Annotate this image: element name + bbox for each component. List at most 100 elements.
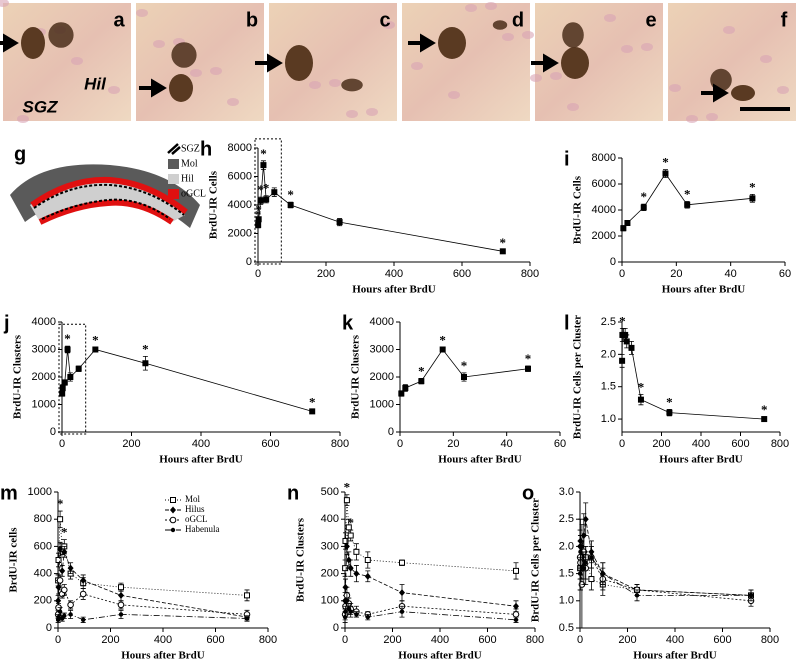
point [439,346,446,353]
y-tick-label: 2.0 [601,348,616,360]
y-axis-label: BrdU-IR Clusters [350,334,362,419]
tissue-nucleus [108,86,120,94]
sgz-line [33,183,185,216]
point [68,612,73,617]
point [399,559,405,566]
significance: * [666,394,673,409]
panel-label: l [564,312,570,334]
arrow [408,33,436,53]
panel-label: f [781,9,788,31]
legend-swatch [168,189,179,199]
panel-label: g [14,143,26,165]
cell [48,22,74,48]
x-tick-label: 0 [577,634,583,646]
tissue-nucleus [641,43,653,51]
point [398,390,405,397]
tissue-nucleus [71,57,83,65]
x-tick-label: 800 [331,438,349,450]
x-tick-label: 600 [713,634,731,646]
point [59,567,66,575]
series-line [344,600,517,621]
point [579,544,585,549]
significance: * [461,358,468,373]
inset-box [254,138,282,265]
point [364,557,371,563]
x-tick-label: 400 [692,438,710,450]
significance: * [92,332,99,347]
point [749,195,756,202]
series-line [57,580,248,615]
x-tick-label: 400 [385,268,403,280]
significance: * [525,351,532,366]
significance: * [638,379,645,394]
panel-label: a [113,9,125,31]
point [619,357,626,364]
tissue-nucleus [366,108,378,116]
point [344,598,350,603]
tissue-nucleus [777,86,789,94]
y-tick-label: 8000 [228,142,252,154]
significance: * [344,480,351,495]
series-line [579,551,752,602]
point [684,201,691,208]
point [79,590,87,598]
point [56,577,64,584]
y-tick-label: 400 [34,568,52,580]
legend-label: SGZ [181,143,200,154]
x-tick-label: 400 [192,438,210,450]
y-tick-label: 1.0 [601,413,616,425]
y-tick-label: 300 [321,540,339,552]
panel-label: e [645,9,656,31]
y-axis-label: BrdU-IR Cells [208,170,220,239]
significance: * [287,187,294,202]
point [255,216,262,223]
tissue-nucleus [448,91,460,99]
inset-box [58,323,87,435]
x-tick-label: 600 [453,268,471,280]
point [637,396,644,403]
point [402,385,409,391]
point [353,570,360,578]
x-axis-label: Hours after BrdU [633,650,717,662]
point [271,189,278,196]
point [67,564,74,572]
point [61,379,68,386]
x-tick-label: 0 [55,634,61,646]
y-tick-label: 400 [321,513,339,525]
point [347,564,354,572]
point [118,591,124,599]
panel-label: h [200,138,212,160]
panel-label: o [522,482,534,504]
x-tick-label: 600 [478,634,496,646]
legend-marker [170,527,176,533]
significance: * [761,402,768,417]
significance: * [255,202,262,217]
point [628,344,635,351]
series-line [621,334,765,420]
point [761,416,768,423]
sgz-line [41,198,171,220]
series-line [57,610,248,621]
tissue-nucleus [723,26,735,34]
point [620,225,627,232]
y-tick-label: 200 [321,568,339,580]
y-tick-label: 4000 [32,316,56,328]
x-tick-label: 800 [259,634,277,646]
point [513,617,519,623]
point [666,409,673,416]
tissue-nucleus [383,21,395,29]
legend-swatch [168,159,179,169]
x-tick-label: 200 [383,634,401,646]
point [581,565,586,571]
point [525,365,531,372]
point [309,408,316,415]
legend-swatch [168,174,179,184]
x-tick-label: 200 [618,634,636,646]
tissue-nucleus [0,0,9,7]
point [59,390,66,397]
tissue-nucleus [669,84,681,92]
point [61,548,68,556]
y-tick-label: 4000 [228,199,252,211]
point [59,385,66,391]
mol-layer [10,164,200,228]
